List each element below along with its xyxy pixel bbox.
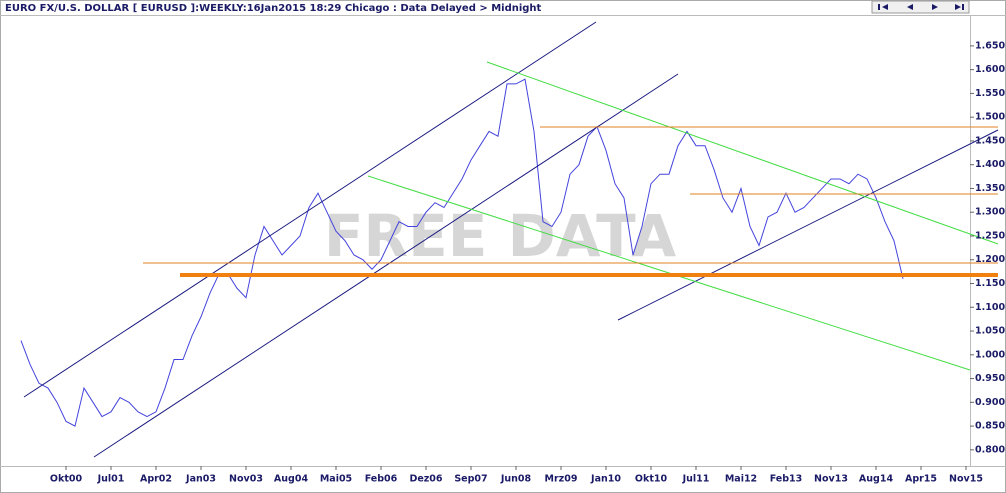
x-tick-label: Aug04: [274, 474, 309, 485]
trendline: [93, 73, 679, 458]
nav-prev[interactable]: [907, 4, 913, 10]
nav-bar: [871, 0, 970, 14]
y-tick-label: 1.350: [975, 183, 1005, 194]
x-tick-label: Mai05: [320, 474, 352, 485]
x-tick-label: Mrz09: [545, 474, 578, 485]
x-tick-label: Jan10: [590, 474, 621, 485]
x-tick-label: Nov13: [814, 474, 848, 485]
y-tick-label: 1.500: [975, 112, 1005, 123]
nav-last[interactable]: [955, 4, 964, 10]
x-tick-label: Nov03: [229, 474, 263, 485]
trendline: [486, 61, 999, 245]
y-tick-label: 1.650: [975, 40, 1005, 51]
y-tick-label: 0.900: [975, 397, 1005, 408]
x-tick-label: Feb06: [365, 474, 398, 485]
x-tick-label: Mai12: [725, 474, 757, 485]
y-tick-label: 1.000: [975, 349, 1005, 360]
x-tick-label: Nov15: [949, 474, 983, 485]
y-tick-label: 1.100: [975, 302, 1005, 313]
y-tick-label: 1.550: [975, 88, 1005, 99]
y-tick-label: 1.250: [975, 230, 1005, 241]
x-tick-label: Aug14: [859, 474, 894, 485]
y-tick-label: 0.850: [975, 421, 1005, 432]
x-tick-label: Jun08: [500, 474, 532, 485]
y-tick-label: 0.800: [975, 444, 1005, 455]
chart-title: EURO FX/U.S. DOLLAR [ EURUSD ]:WEEKLY:16…: [5, 3, 542, 14]
trendline: [617, 129, 999, 321]
x-tick-label: Feb13: [770, 474, 803, 485]
x-tick-label: Jul11: [682, 474, 710, 485]
x-tick-label: Apr15: [905, 474, 937, 485]
y-tick-label: 1.200: [975, 254, 1005, 265]
y-tick-label: 1.300: [975, 207, 1005, 218]
trendlines: [23, 21, 999, 458]
x-tick-label: Apr02: [140, 474, 172, 485]
nav-next[interactable]: [932, 4, 938, 10]
nav-first[interactable]: [878, 4, 888, 10]
trendline: [23, 21, 597, 398]
x-tick-label: Dez06: [409, 474, 442, 485]
y-tick-label: 1.450: [975, 135, 1005, 146]
x-tick-label: Okt10: [635, 474, 668, 485]
x-tick-label: Okt00: [50, 474, 83, 485]
watermark: FREE DATA: [324, 202, 676, 270]
x-tick-label: Jul01: [97, 474, 125, 485]
y-tick-label: 1.050: [975, 326, 1005, 337]
y-tick-label: 1.600: [975, 64, 1005, 75]
y-tick-label: 0.950: [975, 373, 1005, 384]
y-tick-label: 1.150: [975, 278, 1005, 289]
x-tick-label: Jan03: [185, 474, 216, 485]
nav-buttons: [871, 0, 970, 14]
plot-area: [20, 78, 904, 427]
price-line: [20, 78, 904, 427]
y-tick-label: 1.400: [975, 159, 1005, 170]
x-tick-label: Sep07: [454, 474, 487, 485]
